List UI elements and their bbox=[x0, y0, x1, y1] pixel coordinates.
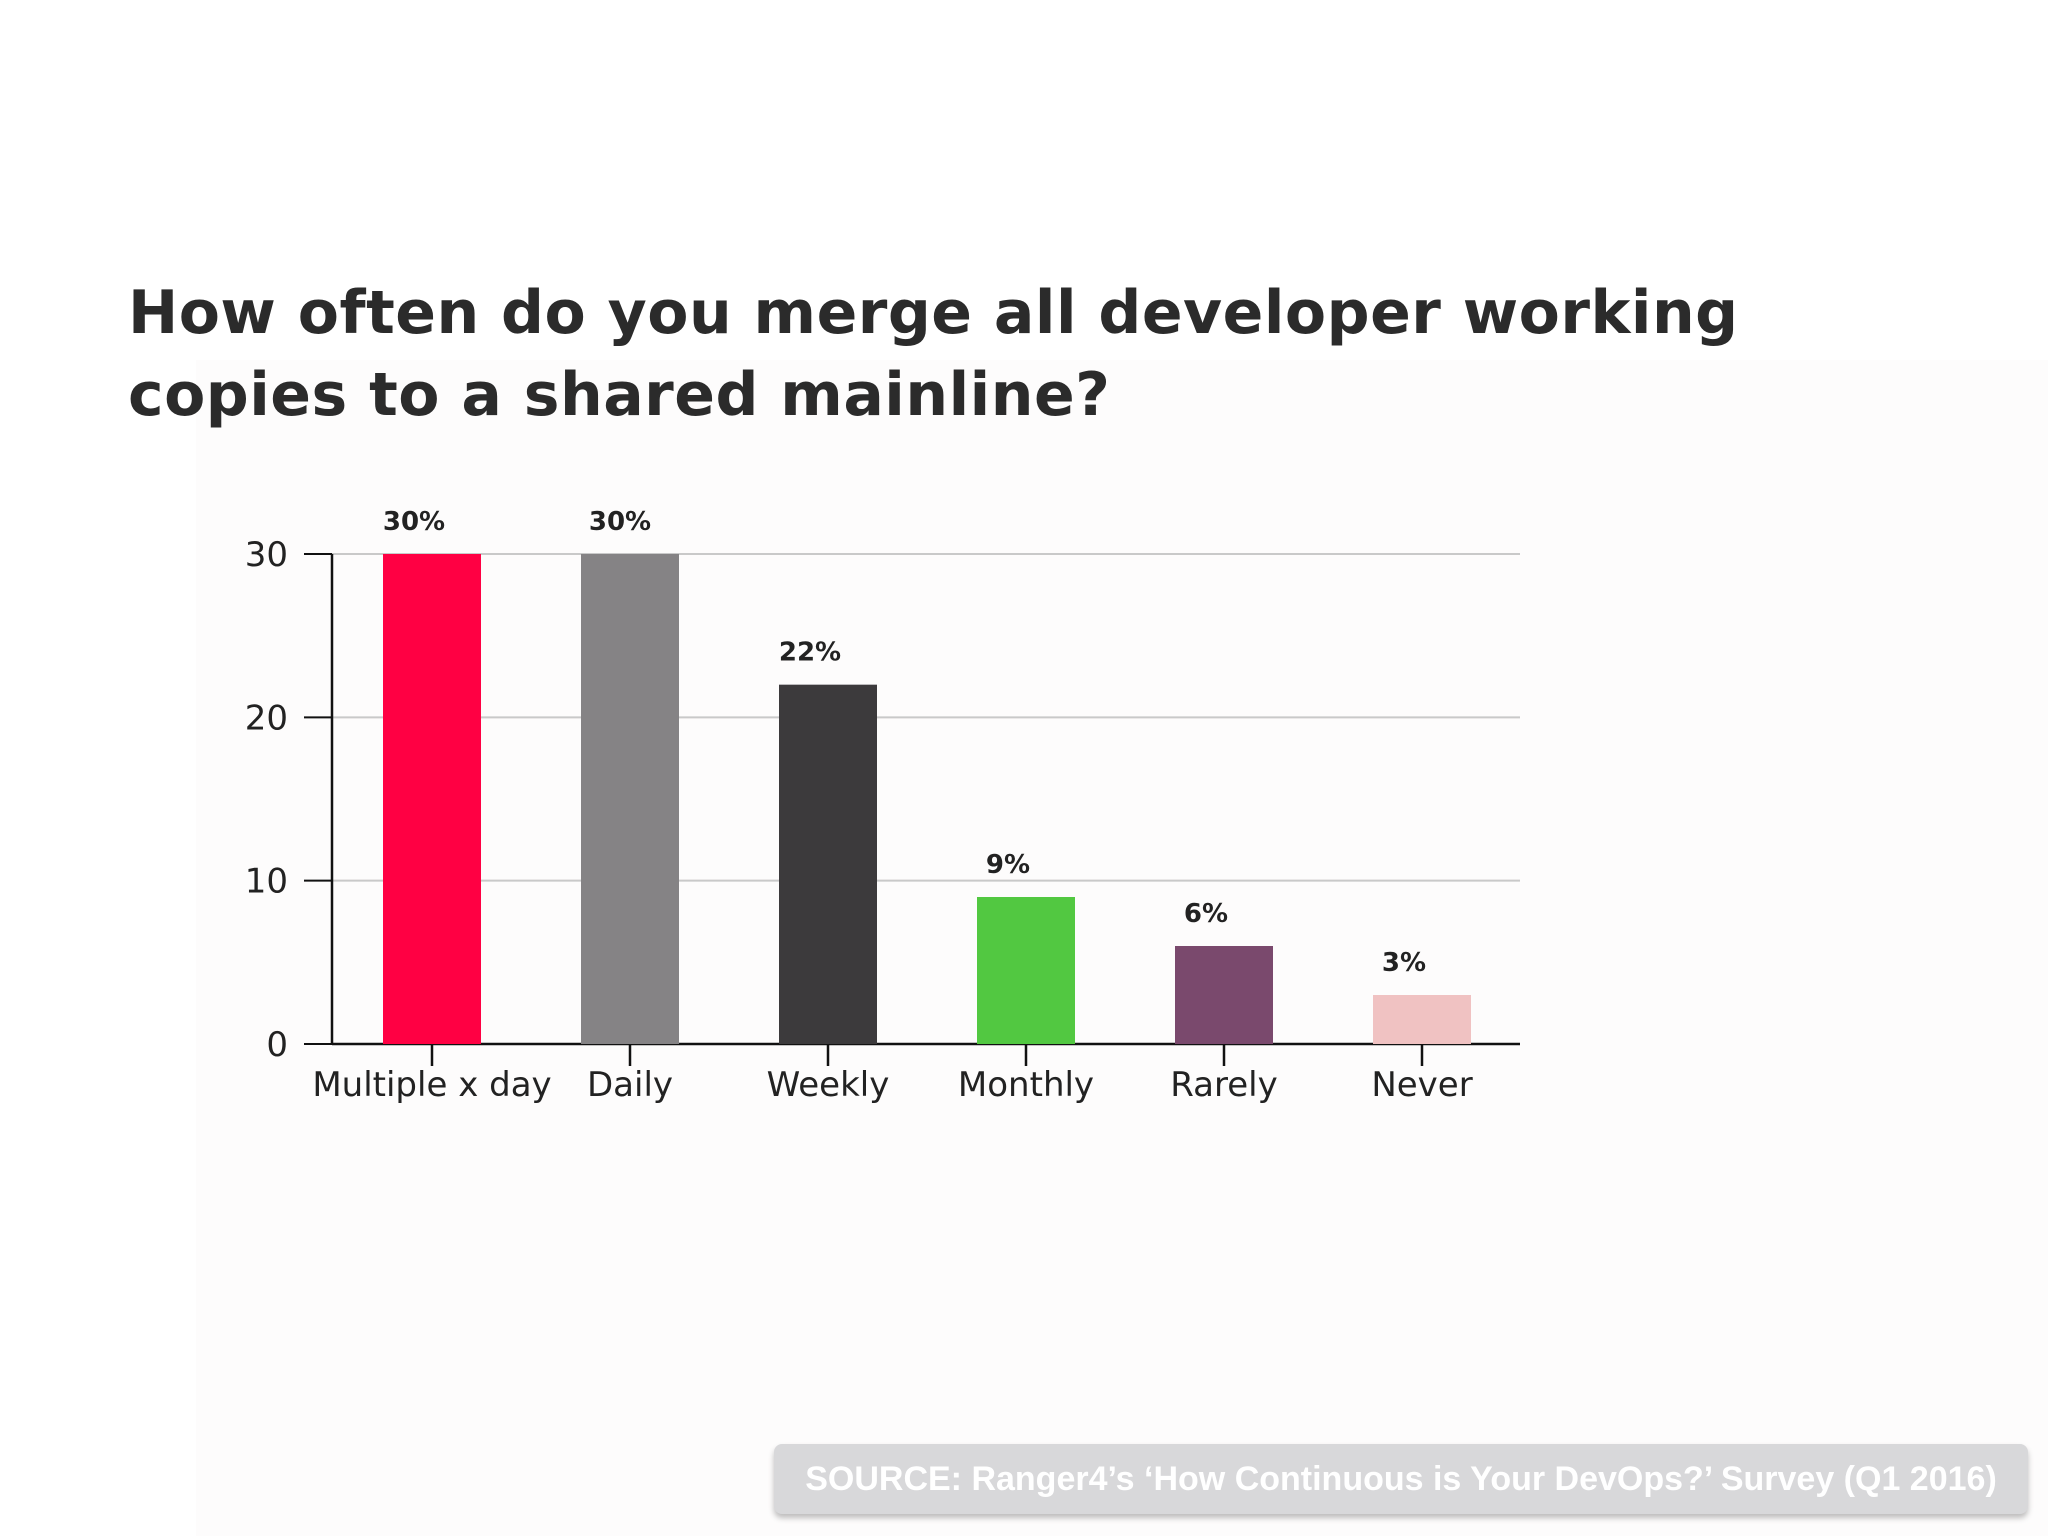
bar-daily bbox=[581, 554, 679, 1044]
chart-panel bbox=[196, 360, 2048, 1536]
bar-weekly bbox=[779, 684, 877, 1044]
data-label: 30% bbox=[383, 507, 445, 537]
source-banner: SOURCE: Ranger4’s ‘How Continuous is You… bbox=[774, 1444, 2028, 1514]
data-label: 6% bbox=[1184, 899, 1228, 929]
data-label: 30% bbox=[589, 507, 651, 537]
x-tick-label: Multiple x day bbox=[312, 1065, 551, 1105]
chart-title: How often do you merge all developer wor… bbox=[128, 278, 1739, 430]
source-text: SOURCE: Ranger4’s ‘How Continuous is You… bbox=[805, 1459, 1997, 1498]
bar-never bbox=[1373, 995, 1471, 1044]
data-label: 9% bbox=[986, 850, 1030, 880]
data-label: 3% bbox=[1382, 948, 1426, 978]
y-tick-label: 20 bbox=[245, 698, 288, 738]
bar-rarely bbox=[1175, 946, 1273, 1044]
x-tick-label: Daily bbox=[587, 1065, 673, 1105]
y-tick-label: 10 bbox=[245, 862, 288, 902]
y-tick-label: 0 bbox=[266, 1025, 288, 1065]
x-tick-label: Never bbox=[1371, 1065, 1472, 1105]
x-tick-label: Rarely bbox=[1170, 1065, 1277, 1105]
data-label: 22% bbox=[779, 638, 841, 668]
bar-multiple-x-day bbox=[383, 554, 481, 1044]
y-tick-label: 30 bbox=[245, 535, 288, 575]
x-tick-label: Weekly bbox=[767, 1065, 890, 1105]
x-tick-label: Monthly bbox=[958, 1065, 1094, 1105]
bar-monthly bbox=[977, 897, 1075, 1044]
